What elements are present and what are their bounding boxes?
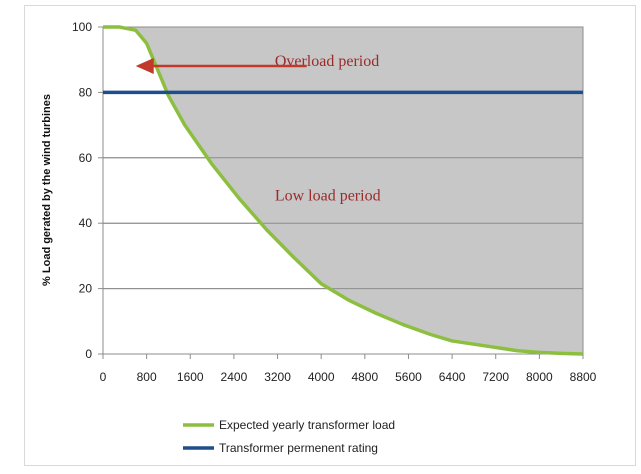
x-tick-label: 0 xyxy=(100,370,107,384)
x-tick-label: 4800 xyxy=(351,370,378,384)
y-axis-label: % Load gerated by the wind turbines xyxy=(41,94,53,286)
annotation-0: Overload period xyxy=(275,53,379,70)
x-tick-label: 2400 xyxy=(221,370,248,384)
y-axis-ticks: 0 20 40 60 80 100 xyxy=(72,20,103,361)
series-lines xyxy=(103,25,584,356)
x-tick-label: 5600 xyxy=(395,370,422,384)
plot-area-border xyxy=(102,26,584,355)
y-tick-label: 100 xyxy=(72,20,92,34)
area-region xyxy=(103,27,583,354)
x-tick-label: 6400 xyxy=(439,370,466,384)
legend-label-0: Expected yearly transformer load xyxy=(219,418,395,432)
legend-label-1: Transformer permenent rating xyxy=(219,441,378,455)
x-tick-label: 800 xyxy=(137,370,157,384)
y-tick-label: 0 xyxy=(85,347,92,361)
y-tick-label: 40 xyxy=(79,216,93,230)
x-tick-label: 1600 xyxy=(177,370,204,384)
overload-arrow xyxy=(135,57,307,74)
outer-border xyxy=(24,5,636,466)
annotation-1: Low load period xyxy=(275,187,381,204)
y-tick-label: 80 xyxy=(79,85,93,99)
series-line-0 xyxy=(103,25,584,356)
x-tick-label: 4000 xyxy=(308,370,335,384)
x-tick-label: 8800 xyxy=(570,370,597,384)
arrow-head xyxy=(135,57,154,74)
legend: Expected yearly transformer load Transfor… xyxy=(183,418,395,455)
plot-border xyxy=(102,26,584,355)
x-tick-label: 7200 xyxy=(482,370,509,384)
x-axis-ticks: 0 800 1600 2400 3200 4000 4800 5600 6400 7200 8000… xyxy=(100,354,597,384)
annotations: Overload period Low load period xyxy=(275,53,381,204)
x-tick-label: 3200 xyxy=(264,370,291,384)
y-tick-label: 20 xyxy=(79,282,93,296)
y-tick-label: 60 xyxy=(79,151,93,165)
x-tick-label: 8000 xyxy=(526,370,553,384)
